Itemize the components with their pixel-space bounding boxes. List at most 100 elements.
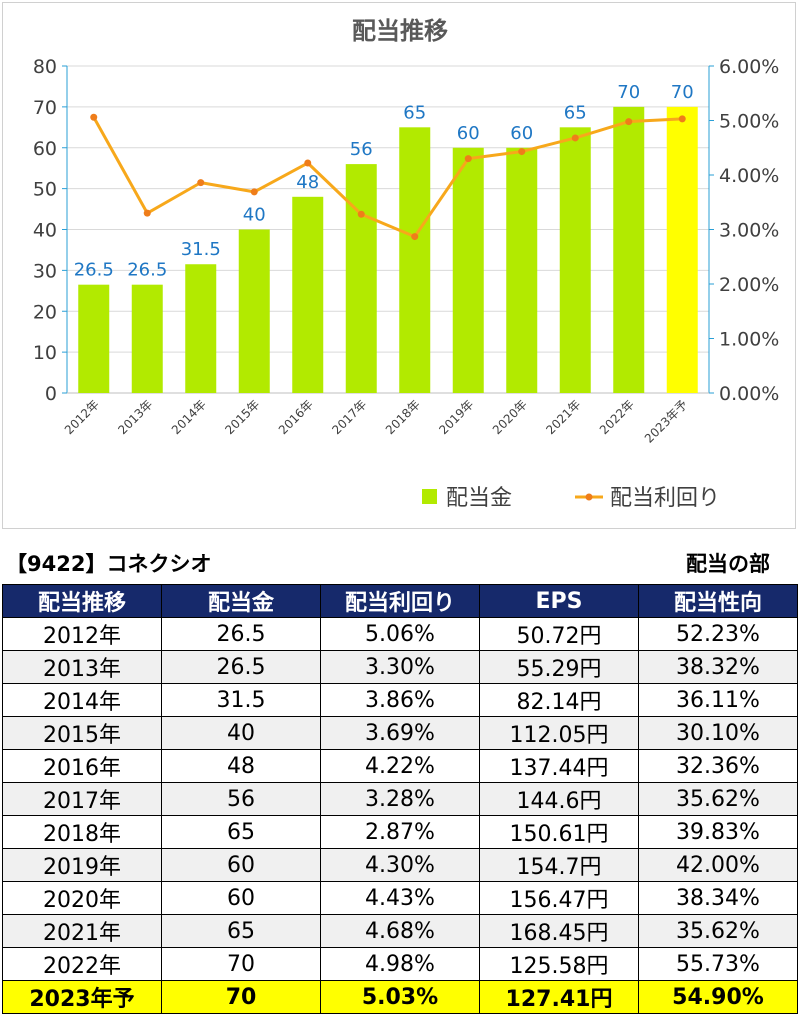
table-cell: 2016年	[2, 749, 162, 783]
yield-point	[464, 155, 472, 163]
table-cell: 156.47円	[479, 881, 639, 915]
bar	[185, 264, 217, 393]
yield-point	[357, 210, 365, 218]
right-axis-tick-label: 5.00%	[719, 111, 779, 133]
left-axis-tick-label: 10	[33, 342, 57, 364]
table-cell: 2.87%	[320, 815, 480, 849]
table-cell: 60	[161, 848, 321, 882]
table-cell: 168.45円	[479, 914, 639, 948]
yield-point	[678, 115, 686, 123]
bar-data-label: 26.5	[74, 260, 114, 281]
company-title: 【9422】コネクシオ	[6, 552, 212, 576]
yield-point	[304, 159, 312, 167]
bar	[78, 284, 110, 393]
x-tick-label: 2016年	[276, 397, 316, 437]
yield-point	[411, 233, 419, 241]
table-row: 2020年 60 4.43% 156.47円 38.34%	[2, 881, 798, 915]
table-cell: 4.43%	[320, 881, 480, 915]
table-row: 2012年 26.5 5.06% 50.72円 52.23%	[2, 617, 798, 651]
table-cell: 39.83%	[638, 815, 798, 849]
right-axis-tick-label: 1.00%	[719, 329, 779, 351]
yield-point	[571, 134, 579, 142]
table-cell: 82.14円	[479, 683, 639, 717]
legend-label: 配当利回り	[610, 486, 720, 511]
chart-title: 配当推移	[352, 17, 448, 45]
table-cell: 38.34%	[638, 881, 798, 915]
x-tick-label: 2022年	[597, 397, 637, 437]
dividend-table: 配当推移 配当金 配当利回り EPS 配当性向 2012年 26.5 5.06% 50…	[2, 584, 798, 1014]
table-cell: 30.10%	[638, 716, 798, 750]
table-cell: 2014年	[2, 683, 162, 717]
table-cell: 144.6円	[479, 782, 639, 816]
left-axis-tick-label: 40	[33, 220, 57, 242]
table-cell: 32.36%	[638, 749, 798, 783]
x-tick-label: 2014年	[169, 397, 209, 437]
table-row: 2017年 56 3.28% 144.6円 35.62%	[2, 782, 798, 816]
table-cell: 2022年	[2, 947, 162, 981]
table-cell: 70	[161, 980, 321, 1014]
x-tick-label: 2013年	[115, 397, 155, 437]
bar-data-label: 60	[457, 123, 480, 144]
table-cell: 26.5	[161, 617, 321, 651]
table-cell: 36.11%	[638, 683, 798, 717]
chart-svg: 配当推移 0 10 20 30 40 50 60 70 80 0.00% 1.00% 2.00% 3.00…	[33, 17, 780, 511]
table-row: 2016年 48 4.22% 137.44円 32.36%	[2, 749, 798, 783]
right-axis-tick-label: 6.00%	[719, 56, 779, 78]
bar	[292, 196, 324, 393]
table-cell: 56	[161, 782, 321, 816]
bar-data-label: 70	[617, 82, 640, 103]
yield-point	[625, 118, 633, 126]
col-header: 配当性向	[638, 584, 798, 618]
table-cell: 35.62%	[638, 914, 798, 948]
table-cell: 48	[161, 749, 321, 783]
bar	[506, 147, 538, 393]
table-cell: 54.90%	[638, 980, 798, 1014]
right-axis-tick-label: 3.00%	[719, 220, 779, 242]
x-tick-label: 2017年	[329, 397, 369, 437]
table-cell: 3.86%	[320, 683, 480, 717]
bar-data-label: 70	[671, 82, 694, 103]
left-axis-tick-label: 20	[33, 301, 57, 323]
table-cell: 65	[161, 914, 321, 948]
col-header: 配当推移	[2, 584, 162, 618]
table-cell: 38.32%	[638, 650, 798, 684]
table-cell: 4.22%	[320, 749, 480, 783]
x-tick-label: 2023年予	[642, 397, 690, 445]
table-cell: 154.7円	[479, 848, 639, 882]
bar-data-label: 60	[510, 123, 533, 144]
table-cell: 5.03%	[320, 980, 480, 1014]
table-cell: 2023年予	[2, 980, 162, 1014]
table-cell: 2018年	[2, 815, 162, 849]
table-cell: 31.5	[161, 683, 321, 717]
bar-data-label: 65	[564, 102, 587, 123]
bar-data-label: 40	[243, 205, 266, 226]
table-row: 2022年 70 4.98% 125.58円 55.73%	[2, 947, 798, 981]
col-header: 配当利回り	[320, 584, 480, 618]
table-cell: 137.44円	[479, 749, 639, 783]
x-tick-label: 2015年	[222, 397, 262, 437]
table-row: 2018年 65 2.87% 150.61円 39.83%	[2, 815, 798, 849]
bar-data-label: 48	[296, 172, 319, 193]
table-cell: 2015年	[2, 716, 162, 750]
left-axis-tick-label: 60	[33, 138, 57, 160]
table-row: 2019年 60 4.30% 154.7円 42.00%	[2, 848, 798, 882]
table-cell: 2013年	[2, 650, 162, 684]
x-tick-label: 2021年	[543, 397, 583, 437]
col-header: EPS	[479, 584, 639, 618]
x-tick-label: 2012年	[62, 397, 102, 437]
x-tick-label: 2019年	[436, 397, 476, 437]
bar	[452, 147, 484, 393]
table-cell: 4.98%	[320, 947, 480, 981]
yield-point	[143, 209, 151, 217]
table-cell: 40	[161, 716, 321, 750]
section-label: 配当の部	[686, 552, 770, 576]
table-cell: 2021年	[2, 914, 162, 948]
table-cell: 42.00%	[638, 848, 798, 882]
left-axis-tick-label: 70	[33, 97, 57, 119]
left-axis-tick-label: 80	[33, 56, 57, 78]
table-row: 2021年 65 4.68% 168.45円 35.62%	[2, 914, 798, 948]
table-cell: 65	[161, 815, 321, 849]
table-cell: 60	[161, 881, 321, 915]
table-row: 2013年 26.5 3.30% 55.29円 38.32%	[2, 650, 798, 684]
table-cell: 5.06%	[320, 617, 480, 651]
